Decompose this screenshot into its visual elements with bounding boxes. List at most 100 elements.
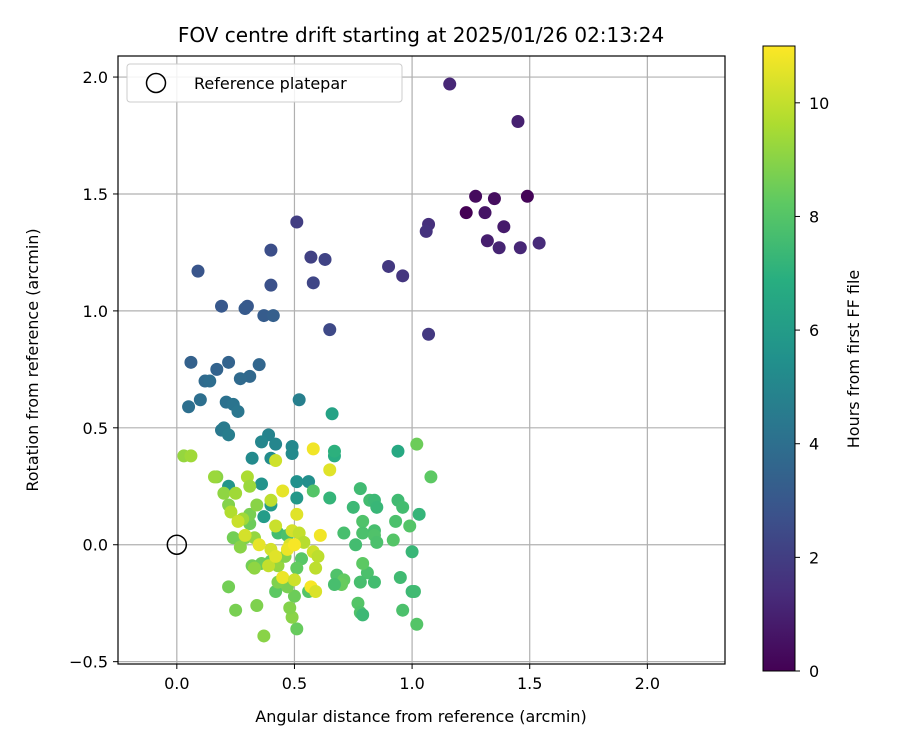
- data-point: [349, 538, 363, 552]
- data-point: [370, 535, 384, 549]
- data-point: [217, 486, 231, 500]
- data-point: [233, 540, 247, 554]
- data-point: [337, 526, 351, 540]
- data-point: [257, 510, 271, 524]
- data-point: [290, 215, 304, 229]
- data-point: [487, 192, 501, 206]
- data-point: [459, 206, 473, 220]
- data-point: [306, 442, 320, 456]
- y-tick-label: 1.5: [83, 185, 108, 204]
- data-point: [407, 585, 421, 599]
- data-point: [290, 507, 304, 521]
- colorbar-tick-label: 0: [809, 662, 819, 681]
- colorbar-tick-label: 2: [809, 548, 819, 567]
- data-point: [222, 355, 236, 369]
- data-point: [306, 484, 320, 498]
- data-point: [346, 500, 360, 514]
- data-point: [226, 531, 240, 545]
- legend-box: [126, 63, 403, 103]
- legend: Reference platepar: [126, 63, 403, 103]
- data-point: [389, 514, 403, 528]
- data-point: [306, 276, 320, 290]
- data-point: [403, 519, 417, 533]
- data-point: [262, 559, 276, 573]
- plot-background: [118, 56, 725, 664]
- data-point: [252, 358, 266, 372]
- data-point: [410, 437, 424, 451]
- plot-frame: [117, 55, 726, 665]
- data-point: [255, 477, 269, 491]
- data-point: [184, 355, 198, 369]
- data-point: [238, 528, 252, 542]
- data-point: [276, 570, 290, 584]
- data-point: [422, 327, 436, 341]
- data-point: [203, 374, 217, 388]
- legend-marker: [145, 72, 167, 94]
- data-point: [207, 470, 221, 484]
- data-point: [243, 479, 257, 493]
- x-tick-label: 0.5: [282, 674, 307, 693]
- data-point: [285, 447, 299, 461]
- data-point: [313, 528, 327, 542]
- data-point: [520, 189, 534, 203]
- data-point: [255, 435, 269, 449]
- data-point: [287, 573, 301, 587]
- data-point: [290, 622, 304, 636]
- data-point: [311, 549, 325, 563]
- data-point: [325, 407, 339, 421]
- data-point: [191, 264, 205, 278]
- data-point: [353, 482, 367, 496]
- data-point: [391, 444, 405, 458]
- colorbar-tick-label: 4: [809, 435, 819, 454]
- data-point: [264, 278, 278, 292]
- data-point: [405, 545, 419, 559]
- data-point: [264, 493, 278, 507]
- scatter-points: [177, 77, 546, 643]
- data-point: [257, 629, 271, 643]
- data-point: [323, 323, 337, 337]
- data-point: [323, 491, 337, 505]
- data-point: [367, 575, 381, 589]
- reference-platepar-marker: [166, 534, 188, 555]
- data-point: [396, 603, 410, 617]
- x-tick-label: 2.0: [635, 674, 660, 693]
- data-point: [292, 393, 306, 407]
- x-tick-label: 1.0: [399, 674, 424, 693]
- data-point: [290, 491, 304, 505]
- data-point: [276, 484, 290, 498]
- data-point: [250, 599, 264, 613]
- data-point: [382, 259, 396, 273]
- data-point: [269, 549, 283, 563]
- data-point: [287, 589, 301, 603]
- y-tick-label: 0.0: [83, 536, 108, 555]
- y-axis-ticks: −0.5 0.0 0.5 1.0 1.5 2.0: [69, 68, 118, 672]
- data-point: [193, 393, 207, 407]
- data-point: [370, 500, 384, 514]
- colorbar-tick-label: 8: [809, 207, 819, 226]
- data-point: [222, 428, 236, 442]
- data-point: [323, 463, 337, 477]
- data-point: [245, 451, 259, 465]
- colorbar-gradient: [762, 45, 796, 672]
- data-point: [309, 585, 323, 599]
- data-point: [532, 236, 546, 250]
- data-point: [222, 580, 236, 594]
- data-point: [443, 77, 457, 91]
- data-point: [287, 538, 301, 552]
- data-point: [412, 507, 426, 521]
- data-point: [290, 475, 304, 489]
- data-point: [231, 514, 245, 528]
- data-point: [511, 114, 525, 128]
- x-tick-label: 0.0: [164, 674, 189, 693]
- data-point: [250, 498, 264, 512]
- colorbar-tick-label: 6: [809, 321, 819, 340]
- data-point: [356, 514, 370, 528]
- data-point: [513, 241, 527, 255]
- data-point: [233, 372, 247, 386]
- data-point: [182, 400, 196, 414]
- data-point: [269, 519, 283, 533]
- y-tick-label: 1.0: [83, 302, 108, 321]
- data-point: [480, 234, 494, 248]
- colorbar-label: Hours from first FF file: [844, 270, 863, 449]
- data-point: [356, 608, 370, 622]
